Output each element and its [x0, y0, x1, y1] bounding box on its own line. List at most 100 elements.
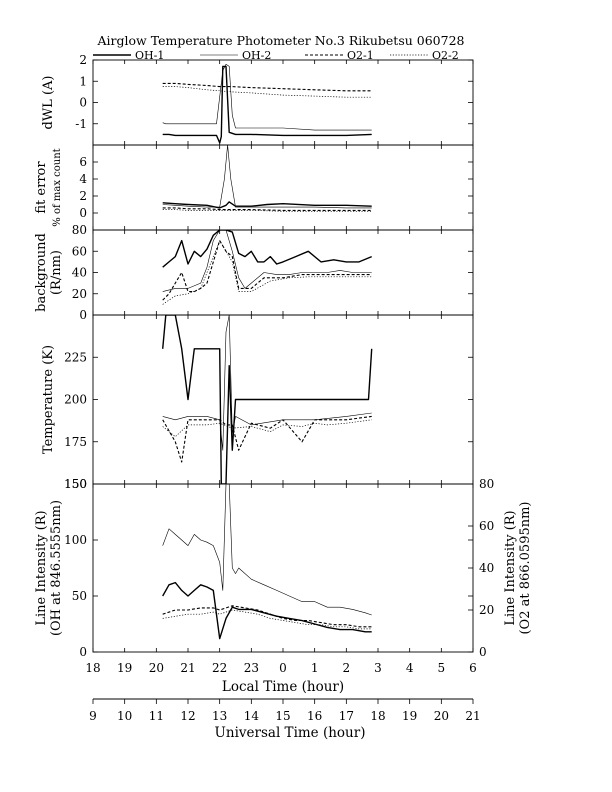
local-time-tick-label: 19: [117, 661, 132, 675]
y-axis-label-fit_error: % of max count: [52, 148, 63, 226]
y-tick-label-dwl: 0: [79, 96, 87, 110]
series-group-background: [162, 230, 372, 305]
local-time-tick-label: 21: [180, 661, 195, 675]
legend-label-oh-2: OH-2: [242, 49, 271, 62]
panel-dwl: 2 1 0 -1 dWL (A): [41, 53, 474, 146]
y-tick-label-background: 0: [79, 308, 87, 322]
series-o2-1-dwl: [162, 82, 372, 92]
universal-time-tick-label: 15: [275, 709, 290, 723]
legend-label-oh-1: OH-1: [135, 49, 164, 62]
y-tick-label-right-line_intensity: 60: [479, 519, 494, 533]
series-o2-1-line_intensity: [162, 605, 372, 628]
series-oh-1-background: [162, 230, 372, 268]
y-tick-label-dwl: 2: [79, 53, 87, 67]
legend: OH-1 OH-2 O2-1 O2-2: [93, 49, 459, 62]
local-time-tick-label: 23: [244, 661, 259, 675]
chart-title: Airglow Temperature Photometer No.3 Riku…: [97, 33, 465, 48]
local-time-tick-label: 1: [311, 661, 319, 675]
local-time-tick-label: 6: [469, 661, 477, 675]
universal-time-tick-label: 21: [465, 709, 480, 723]
panel-frame-fit_error: [92, 144, 474, 231]
y-tick-label-right-line_intensity: 20: [479, 603, 494, 617]
universal-time-tick-label: 14: [244, 709, 260, 723]
y-tick-label-background: 20: [72, 287, 87, 301]
series-oh-1-fit_error: [162, 201, 372, 209]
universal-time-tick-label: 11: [149, 709, 164, 723]
panel-frame-line_intensity: [92, 483, 474, 653]
series-oh-1-temperature: [162, 315, 373, 484]
universal-time-tick-label: 13: [212, 709, 227, 723]
panel-frame-background: [92, 229, 474, 316]
y-axis-label-background: background: [34, 233, 49, 312]
y-tick-label-fit_error: 6: [79, 155, 87, 169]
panel-frame-dwl: [92, 59, 474, 146]
y-tick-label-line_intensity: 150: [64, 477, 87, 491]
y-tick-label-temperature: 225: [64, 350, 87, 364]
series-group-dwl: [162, 64, 372, 144]
y-tick-label-line_intensity: 100: [64, 533, 87, 547]
y-axis-label-line_intensity: (OH at 846.5555nm): [49, 500, 64, 636]
universal-time-tick-label: 19: [402, 709, 417, 723]
series-oh-2-fit_error: [162, 145, 372, 209]
y-axis-label-right-line_intensity: Line Intensity (R): [503, 510, 518, 625]
series-o2-1-background: [162, 240, 372, 301]
y-tick-label-fit_error: 0: [79, 206, 87, 220]
y-tick-label-dwl: 1: [79, 74, 87, 88]
y-tick-label-line_intensity: 0: [79, 645, 87, 659]
series-oh-2-dwl: [162, 64, 372, 131]
y-axis-label-background: (R/nm): [49, 250, 64, 295]
y-tick-label-background: 40: [72, 266, 87, 280]
series-oh-2-background: [162, 230, 372, 292]
universal-time-tick-label: 18: [370, 709, 385, 723]
series-oh-1-dwl: [162, 65, 372, 144]
series-oh-1-line_intensity: [162, 581, 372, 640]
universal-time-tick-label: 17: [339, 709, 354, 723]
y-tick-label-dwl: -1: [75, 117, 87, 131]
y-axis-label-dwl: dWL (A): [41, 76, 56, 130]
y-tick-label-temperature: 150: [64, 477, 87, 491]
local-time-tick-label: 4: [406, 661, 414, 675]
y-axis-label-right-line_intensity: (O2 at 866.0595nm): [518, 501, 533, 634]
panel-fit_error: 6 4 2 0 fit error% of max count: [34, 144, 474, 231]
local-time-axis-label: Local Time (hour): [222, 679, 344, 695]
series-o2-2-temperature: [162, 419, 372, 438]
series-group-temperature: [162, 315, 373, 484]
legend-label-o2-2: O2-2: [432, 49, 459, 62]
local-time-tick-label: 3: [374, 661, 382, 675]
series-oh-2-temperature: [162, 315, 372, 451]
y-tick-label-background: 60: [72, 244, 87, 258]
y-tick-label-line_intensity: 50: [72, 589, 87, 603]
series-o2-1-fit_error: [162, 207, 372, 211]
y-tick-label-temperature: 200: [64, 393, 87, 407]
local-time-tick-label: 18: [85, 661, 100, 675]
y-axis-label-fit_error: fit error: [34, 161, 49, 214]
series-oh-2-line_intensity: [162, 484, 372, 616]
universal-time-tick-label: 10: [117, 709, 132, 723]
local-time-tick-label: 20: [149, 661, 164, 675]
y-tick-label-right-line_intensity: 0: [479, 645, 487, 659]
y-tick-label-fit_error: 4: [79, 172, 87, 186]
local-time-tick-label: 5: [438, 661, 446, 675]
local-time-tick-label: 0: [279, 661, 287, 675]
legend-label-o2-1: O2-1: [347, 49, 374, 62]
y-tick-label-fit_error: 2: [79, 189, 87, 203]
y-tick-label-background: 80: [72, 223, 87, 237]
universal-time-axis-label: Universal Time (hour): [215, 725, 366, 741]
y-tick-label-right-line_intensity: 40: [479, 561, 494, 575]
panel-temperature: 225 200 175 150 Temperature (K): [41, 314, 474, 491]
panel-background: 80 60 40 20 0 background (R/nm): [34, 223, 474, 322]
universal-time-tick-label: 20: [434, 709, 449, 723]
local-time-tick-label: 2: [343, 661, 351, 675]
series-o2-2-background: [162, 240, 372, 305]
y-axis-label-temperature: Temperature (K): [41, 345, 56, 454]
y-axis-label-line_intensity: Line Intensity (R): [34, 510, 49, 625]
series-o2-2-dwl: [162, 86, 372, 98]
series-o2-2-fit_error: [162, 209, 372, 212]
series-o2-1-temperature: [162, 415, 372, 463]
universal-time-tick-label: 12: [180, 709, 195, 723]
y-tick-label-right-line_intensity: 80: [479, 477, 494, 491]
